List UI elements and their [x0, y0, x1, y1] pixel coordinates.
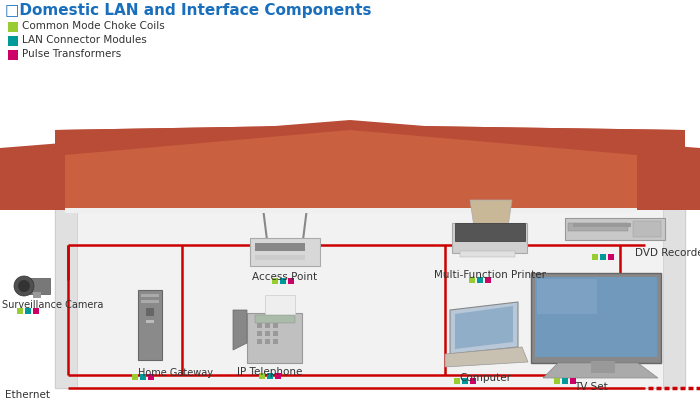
- Text: □Domestic LAN and Interface Components: □Domestic LAN and Interface Components: [5, 3, 372, 18]
- Bar: [8, 50, 18, 60]
- Bar: [280, 278, 286, 284]
- Bar: [568, 223, 628, 231]
- Bar: [600, 254, 606, 260]
- Bar: [138, 290, 162, 360]
- Bar: [477, 277, 483, 283]
- Bar: [257, 339, 262, 344]
- Bar: [275, 373, 281, 379]
- Text: Home Gateway: Home Gateway: [138, 368, 213, 378]
- Bar: [452, 223, 527, 253]
- Bar: [633, 221, 661, 237]
- Circle shape: [18, 280, 30, 292]
- Bar: [25, 308, 31, 314]
- Bar: [288, 278, 294, 284]
- Bar: [55, 195, 77, 388]
- Bar: [554, 378, 560, 384]
- Bar: [146, 308, 154, 316]
- Polygon shape: [455, 306, 513, 349]
- Bar: [65, 208, 637, 213]
- Bar: [460, 251, 515, 257]
- Bar: [132, 374, 138, 380]
- Bar: [8, 22, 18, 32]
- Polygon shape: [55, 125, 685, 195]
- Bar: [470, 378, 476, 384]
- Bar: [33, 292, 41, 298]
- Bar: [591, 361, 615, 373]
- Bar: [257, 323, 262, 328]
- Bar: [148, 374, 154, 380]
- Bar: [565, 218, 665, 240]
- Bar: [257, 331, 262, 336]
- Bar: [462, 378, 468, 384]
- Text: Access Point: Access Point: [253, 272, 318, 282]
- Polygon shape: [0, 120, 700, 210]
- Polygon shape: [55, 125, 685, 200]
- Bar: [608, 254, 614, 260]
- Polygon shape: [543, 363, 658, 378]
- Text: Common Mode Choke Coils: Common Mode Choke Coils: [22, 21, 164, 31]
- Bar: [272, 278, 278, 284]
- Bar: [247, 313, 302, 363]
- Bar: [573, 223, 631, 227]
- Text: Computer: Computer: [459, 373, 511, 383]
- Text: Pulse Transformers: Pulse Transformers: [22, 49, 121, 59]
- Bar: [33, 308, 39, 314]
- Circle shape: [14, 276, 34, 296]
- Bar: [265, 339, 270, 344]
- Bar: [485, 277, 491, 283]
- Bar: [17, 308, 23, 314]
- Bar: [265, 331, 270, 336]
- Bar: [535, 277, 657, 357]
- Bar: [562, 378, 568, 384]
- Bar: [250, 238, 320, 266]
- Bar: [455, 223, 525, 241]
- Text: Multi-Function Printer: Multi-Function Printer: [434, 270, 546, 280]
- Text: DVD Recorder: DVD Recorder: [635, 248, 700, 258]
- Bar: [255, 243, 305, 251]
- Bar: [531, 273, 661, 363]
- Bar: [255, 255, 305, 260]
- Bar: [255, 315, 295, 323]
- Bar: [469, 277, 475, 283]
- Polygon shape: [445, 347, 528, 367]
- Bar: [267, 373, 273, 379]
- Bar: [454, 378, 460, 384]
- Polygon shape: [265, 295, 295, 315]
- Bar: [592, 254, 598, 260]
- Bar: [273, 339, 278, 344]
- Polygon shape: [450, 302, 518, 354]
- Bar: [140, 374, 146, 380]
- Bar: [570, 378, 576, 384]
- Bar: [141, 300, 159, 303]
- Bar: [259, 373, 265, 379]
- Polygon shape: [65, 130, 637, 210]
- Bar: [55, 195, 685, 388]
- Bar: [146, 320, 154, 323]
- Text: Surveillance Camera: Surveillance Camera: [2, 300, 104, 310]
- Polygon shape: [470, 200, 512, 227]
- Bar: [25, 278, 50, 294]
- Bar: [273, 323, 278, 328]
- Bar: [141, 294, 159, 297]
- Bar: [8, 36, 18, 46]
- Bar: [537, 279, 597, 314]
- Polygon shape: [233, 310, 247, 350]
- Text: IP Telephone: IP Telephone: [237, 367, 302, 377]
- Bar: [265, 323, 270, 328]
- Bar: [663, 195, 685, 388]
- Bar: [273, 331, 278, 336]
- Text: Ethernet: Ethernet: [5, 390, 50, 400]
- Text: TV Set: TV Set: [574, 382, 608, 392]
- Text: LAN Connector Modules: LAN Connector Modules: [22, 35, 147, 45]
